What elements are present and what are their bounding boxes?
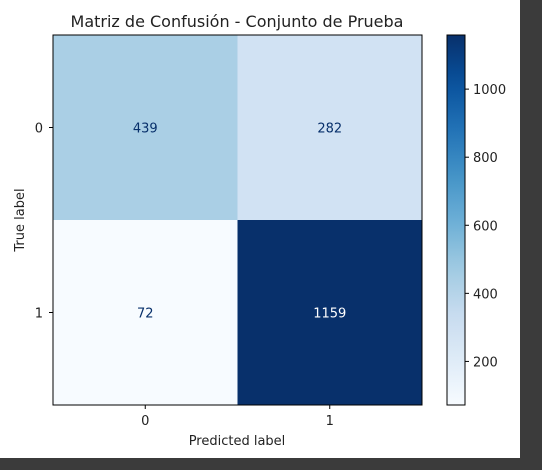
colorbar-tick-label: 200 (473, 355, 498, 370)
x-tick-label: 1 (326, 414, 334, 429)
colorbar-tick-label: 800 (473, 151, 498, 166)
confusion-matrix-chart: Matriz de Confusión - Conjunto de Prueba… (13, 12, 506, 449)
cell-value-label: 282 (317, 122, 342, 137)
matrix-cells (53, 35, 422, 405)
x-axis-label: Predicted label (189, 434, 286, 449)
y-axis-ticks: 01 (35, 122, 53, 322)
matrix-cell-labels: 439 282 72 1159 (133, 122, 346, 322)
y-tick-label: 0 (35, 122, 43, 137)
chart-title: Matriz de Confusión - Conjunto de Prueba (71, 12, 404, 31)
colorbar-tick-label: 600 (473, 219, 498, 234)
y-tick-label: 1 (35, 307, 43, 322)
matrix-cell-0-0 (53, 35, 238, 220)
matrix-cell-0-1 (237, 35, 422, 220)
matrix-cell-1-0 (53, 220, 238, 405)
colorbar-tick-label: 400 (473, 287, 498, 302)
chart-figure: Matriz de Confusión - Conjunto de Prueba… (0, 0, 520, 458)
cell-value-label: 439 (133, 122, 158, 137)
cell-value-label: 1159 (313, 307, 346, 322)
colorbar-tick-label: 1000 (473, 83, 506, 98)
y-axis-label: True label (13, 188, 28, 252)
colorbar-ticks: 200 400 600 800 1000 (465, 83, 506, 370)
cell-value-label: 72 (137, 307, 154, 322)
matrix-cell-1-1 (237, 220, 422, 405)
x-tick-label: 0 (141, 414, 149, 429)
colorbar (446, 34, 466, 406)
plot-frame (52, 34, 423, 406)
